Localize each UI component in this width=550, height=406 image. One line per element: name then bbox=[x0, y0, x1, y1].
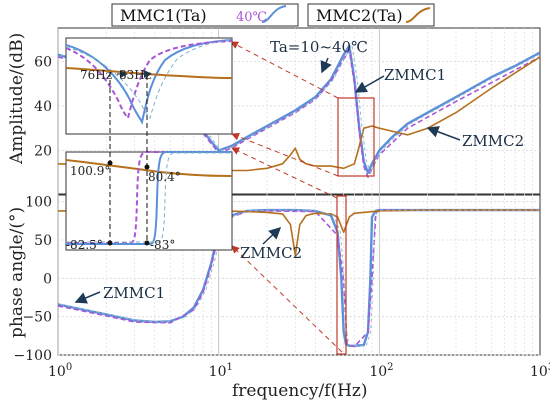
series-amplitude-mmc1-spread bbox=[60, 44, 540, 175]
legend-swatch-mmc1 bbox=[261, 5, 287, 23]
zoom-line-1 bbox=[230, 41, 339, 99]
inset-amp-mmc1 bbox=[66, 39, 232, 125]
annotation-amp-zmmc1-arrow bbox=[354, 75, 385, 93]
y-tick-label-phase: 0 bbox=[43, 271, 52, 287]
series-phase-zmmc2 bbox=[58, 209, 540, 257]
phase-series-group bbox=[58, 208, 540, 348]
inset-ph-mmc1 bbox=[66, 151, 232, 245]
legend-note-40c: 40℃ bbox=[236, 10, 267, 25]
inset-ph-mmc1-dash bbox=[66, 152, 232, 243]
annotation-ph-zmmc1: ZMMC1 bbox=[103, 284, 165, 302]
x-tick-label: 100 bbox=[48, 362, 72, 380]
annotation-ph-zmmc2-arrow bbox=[262, 226, 282, 245]
inset-label-neg-82-5: -82.5° bbox=[66, 238, 103, 252]
inset-label-83hz: 83Hz bbox=[119, 68, 151, 82]
zoom-box-phase bbox=[336, 195, 347, 355]
legend-box-mmc2 bbox=[307, 3, 435, 27]
zoom-line-2 bbox=[231, 132, 339, 177]
annotation-amp-zmmc2: ZMMC2 bbox=[462, 132, 524, 150]
y-axis-label-phase: phase angle/(°) bbox=[7, 207, 27, 338]
inset-amp-mmc1-dash bbox=[66, 39, 232, 119]
series-amplitude-zmmc2 bbox=[58, 56, 540, 172]
series-phase-mmc1-spread bbox=[60, 209, 540, 347]
inset-label-100-9: 100.9° bbox=[70, 164, 110, 178]
legend-label-mmc2: MMC2(Ta) bbox=[316, 6, 403, 25]
y-axis-label-amplitude: Amplitude/(dB) bbox=[7, 33, 27, 165]
y-tick-label-amplitude: 60 bbox=[34, 54, 52, 70]
annotation-amp-zmmc2-arrow bbox=[426, 126, 461, 141]
inset-label-76hz: 76Hz bbox=[80, 68, 112, 82]
x-tick-label: 102 bbox=[369, 362, 393, 380]
zoom-inset: 76Hz 83Hz 100.9° 80.4° -82.5° -83° bbox=[65, 37, 233, 252]
legend: MMC1(Ta) 40℃ MMC2(Ta) bbox=[111, 3, 435, 27]
inset-label-neg-83: -83° bbox=[150, 238, 175, 252]
y-tick-label-amplitude: 20 bbox=[34, 143, 52, 159]
annotation-temperature-range: Ta=10~40℃ bbox=[270, 38, 368, 56]
x-tick-label: 103 bbox=[530, 362, 550, 380]
annotation-amp-zmmc1: ZMMC1 bbox=[384, 66, 446, 84]
y-tick-label-amplitude: 40 bbox=[34, 99, 52, 115]
inset-ph-mmc2 bbox=[66, 159, 232, 177]
zoom-line-4 bbox=[231, 245, 343, 353]
inset-amp-mmc2 bbox=[66, 67, 232, 79]
x-tick-label: 101 bbox=[209, 362, 233, 380]
legend-swatch-mmc2 bbox=[405, 7, 431, 23]
inset-label-80-4: 80.4° bbox=[148, 170, 181, 184]
y-tick-label-phase: −50 bbox=[22, 310, 52, 326]
annotation-temp-arrow bbox=[320, 57, 332, 74]
annotation-ph-zmmc2: ZMMC2 bbox=[240, 244, 302, 262]
zoom-line-3 bbox=[231, 147, 338, 199]
x-axis-label: frequency/f(Hz) bbox=[232, 381, 368, 401]
y-tick-label-phase: 50 bbox=[34, 233, 52, 249]
y-tick-label-phase: −100 bbox=[14, 348, 52, 364]
legend-box-mmc1 bbox=[111, 3, 299, 27]
legend-label-mmc1: MMC1(Ta) bbox=[120, 6, 207, 25]
annotation-ph-zmmc1-arrow bbox=[74, 291, 101, 304]
zoom-box-amplitude bbox=[337, 97, 375, 177]
y-tick-label-phase: 100 bbox=[25, 195, 52, 211]
